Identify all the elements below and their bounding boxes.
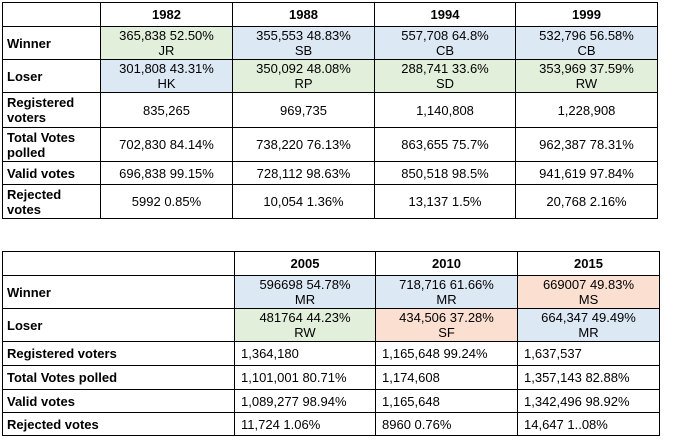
row-label: Winner (2, 26, 101, 60)
value-cell: 13,137 1.5% (374, 184, 516, 219)
header-row: 1982 1988 1994 1999 (2, 2, 658, 27)
row-label: Registered voters (2, 92, 101, 128)
value-cell: 941,619 97.84% (515, 161, 658, 185)
election-table-1982-1999: 1982 1988 1994 1999 Winner 365,838 52.50… (2, 2, 658, 219)
value-cell: 5992 0.85% (100, 184, 233, 219)
row-label: Winner (2, 275, 235, 309)
row-label: Total Votes polled (2, 127, 101, 162)
winner-cell: 532,796 56.58% CB (515, 26, 658, 60)
winner-cell: 669007 49.83% MS (517, 275, 660, 309)
value-cell: 1,174,608 (375, 365, 518, 390)
year-header: 2015 (517, 251, 660, 276)
year-header: 1988 (232, 2, 375, 27)
registered-voters-row: Registered voters 1,364,180 1,165,648 99… (2, 341, 660, 366)
winner-cell: 718,716 61.66% MR (375, 275, 518, 309)
loser-cell: 664,347 49.49% MR (517, 308, 660, 342)
value-cell: 11,724 1.06% (234, 412, 376, 436)
value-cell: 1,165,648 99.24% (375, 341, 518, 366)
corner-cell (2, 2, 101, 27)
value-cell: 738,220 76.13% (232, 127, 375, 162)
winner-cell: 557,708 64.8% CB (374, 26, 516, 60)
rejected-votes-row: Rejected votes 11,724 1.06% 8960 0.76% 1… (2, 412, 660, 436)
rejected-votes-row: Rejected votes 5992 0.85% 10,054 1.36% 13… (2, 184, 658, 219)
row-label: Valid votes (2, 161, 101, 185)
loser-cell: 353,969 37.59% RW (515, 59, 658, 93)
total-votes-row: Total Votes polled 1,101,001 80.71% 1,17… (2, 365, 660, 390)
winner-row: Winner 596698 54.78% MR 718,716 61.66% MR … (2, 275, 660, 309)
value-cell: 969,735 (232, 92, 375, 128)
value-cell: 962,387 78.31% (515, 127, 658, 162)
value-cell: 10,054 1.36% (232, 184, 375, 219)
loser-row: Loser 301,808 43.31% HK 350,092 48.08% RP … (2, 59, 658, 93)
year-header: 1994 (374, 2, 516, 27)
loser-cell: 481764 44.23% RW (234, 308, 376, 342)
row-label: Registered voters (2, 341, 235, 366)
winner-row: Winner 365,838 52.50% JR 355,553 48.83% SB… (2, 26, 658, 60)
row-label: Loser (2, 59, 101, 93)
value-cell: 1,140,808 (374, 92, 516, 128)
value-cell: 1,101,001 80.71% (234, 365, 376, 390)
valid-votes-row: Valid votes 1,089,277 98.94% 1,165,648 1… (2, 389, 660, 413)
registered-voters-row: Registered voters 835,265 969,735 1,140,8… (2, 92, 658, 128)
valid-votes-row: Valid votes 696,838 99.15% 728,112 98.63… (2, 161, 658, 185)
value-cell: 1,228,908 (515, 92, 658, 128)
year-header: 2010 (375, 251, 518, 276)
loser-cell: 434,506 37.28% SF (375, 308, 518, 342)
value-cell: 863,655 75.7% (374, 127, 516, 162)
value-cell: 696,838 99.15% (100, 161, 233, 185)
winner-cell: 355,553 48.83% SB (232, 26, 375, 60)
value-cell: 728,112 98.63% (232, 161, 375, 185)
header-row: 2005 2010 2015 (2, 251, 660, 276)
value-cell: 850,518 98.5% (374, 161, 516, 185)
row-label: Rejected votes (2, 412, 235, 436)
row-label: Loser (2, 308, 235, 342)
loser-row: Loser 481764 44.23% RW 434,506 37.28% SF 6… (2, 308, 660, 342)
loser-cell: 350,092 48.08% RP (232, 59, 375, 93)
value-cell: 702,830 84.14% (100, 127, 233, 162)
total-votes-row: Total Votes polled 702,830 84.14% 738,220… (2, 127, 658, 162)
winner-cell: 365,838 52.50% JR (100, 26, 233, 60)
value-cell: 20,768 2.16% (515, 184, 658, 219)
election-table-2005-2015: 2005 2010 2015 Winner 596698 54.78% MR 71… (2, 251, 660, 436)
loser-cell: 301,808 43.31% HK (100, 59, 233, 93)
row-label: Total Votes polled (2, 365, 235, 390)
corner-cell (2, 251, 235, 276)
value-cell: 1,089,277 98.94% (234, 389, 376, 413)
winner-cell: 596698 54.78% MR (234, 275, 376, 309)
value-cell: 1,364,180 (234, 341, 376, 366)
value-cell: 1,637,537 (517, 341, 660, 366)
row-label: Valid votes (2, 389, 235, 413)
value-cell: 1,357,143 82.88% (517, 365, 660, 390)
year-header: 1999 (515, 2, 658, 27)
row-label: Rejected votes (2, 184, 101, 219)
loser-cell: 288,741 33.6% SD (374, 59, 516, 93)
value-cell: 1,342,496 98.92% (517, 389, 660, 413)
value-cell: 8960 0.76% (375, 412, 518, 436)
year-header: 1982 (100, 2, 233, 27)
year-header: 2005 (234, 251, 376, 276)
value-cell: 835,265 (100, 92, 233, 128)
value-cell: 1,165,648 (375, 389, 518, 413)
value-cell: 14,647 1..08% (517, 412, 660, 436)
